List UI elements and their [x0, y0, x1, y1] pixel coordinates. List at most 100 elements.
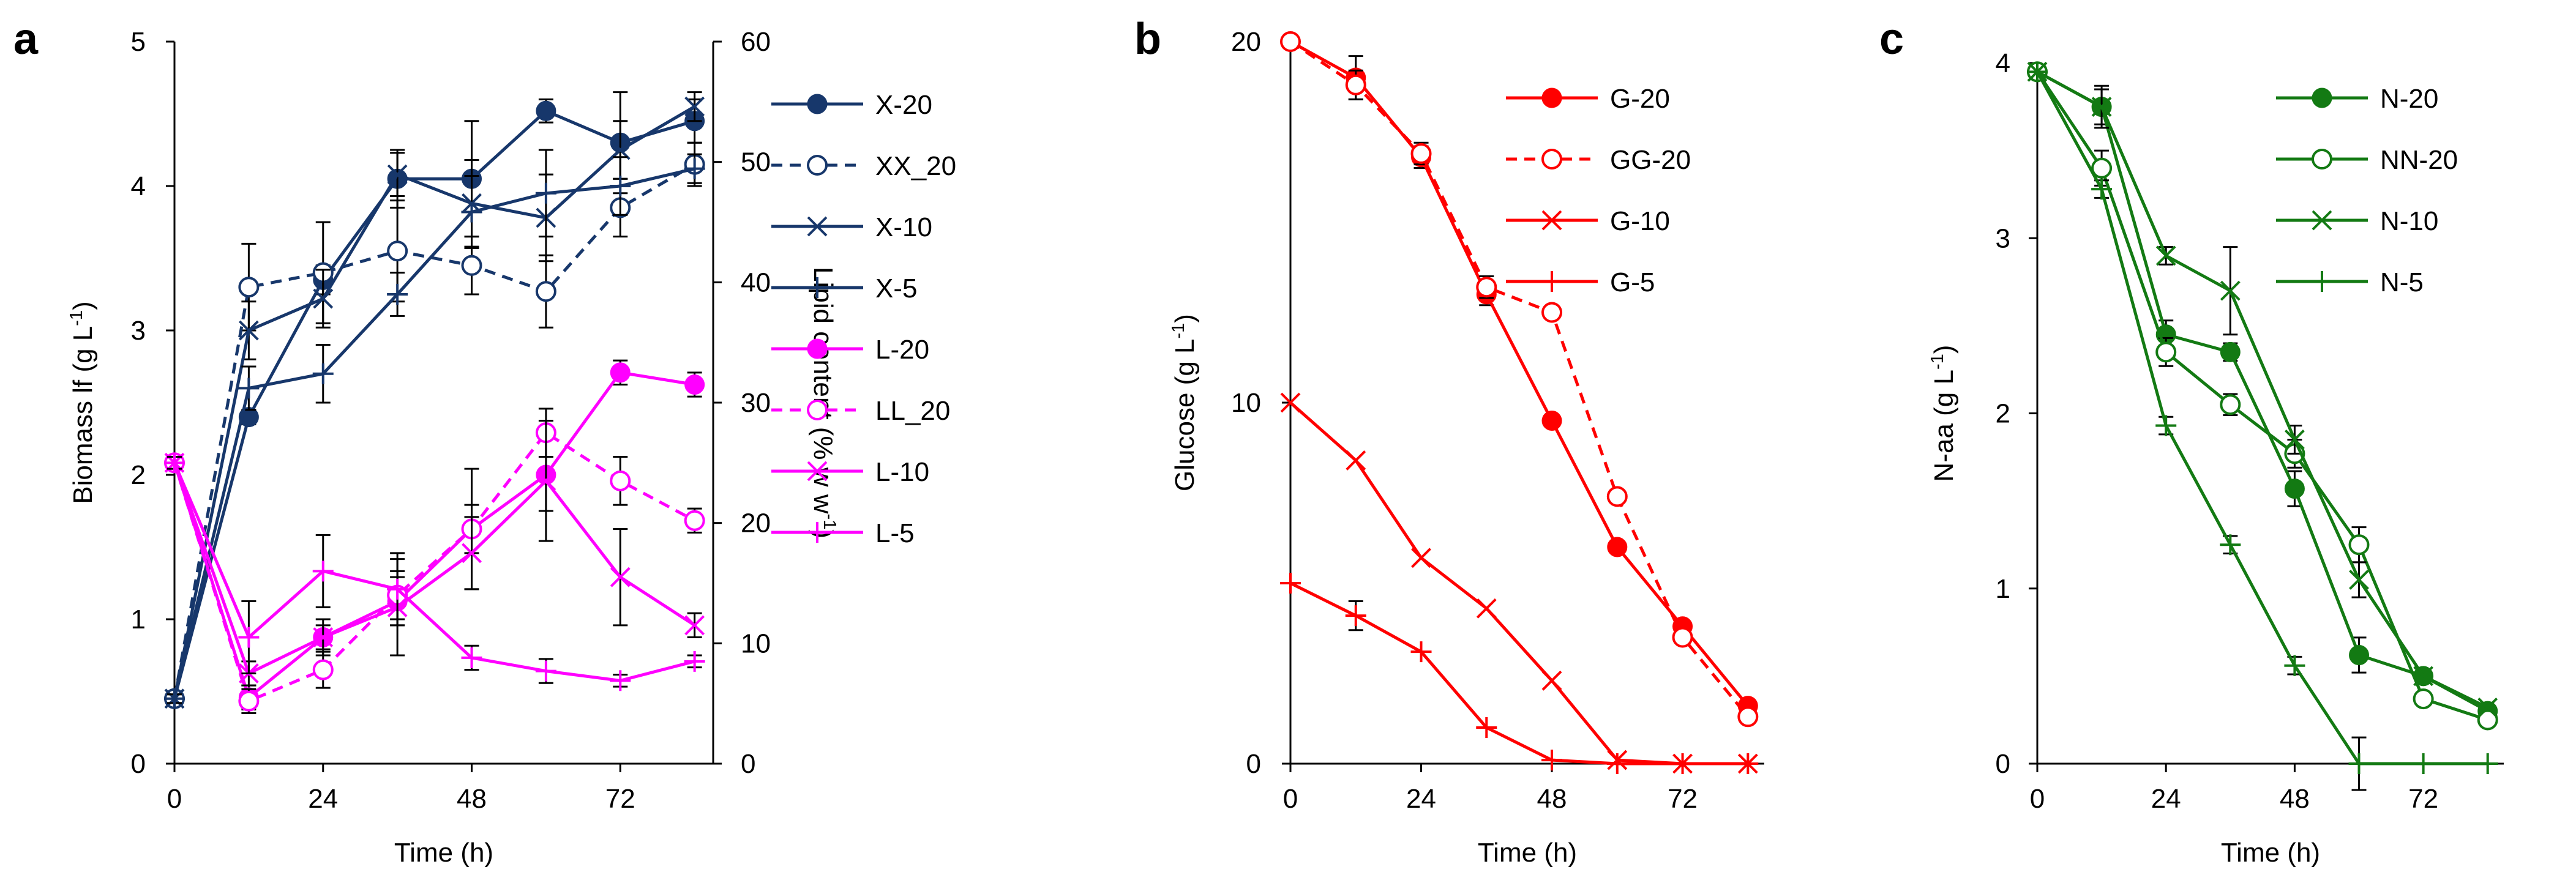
- series-line: [1289, 581, 1748, 765]
- y2-tick-label: 30: [741, 388, 771, 418]
- legend-label: X-20: [875, 90, 932, 120]
- x-axis-title: Time (h): [2221, 838, 2320, 868]
- data-point: [684, 374, 705, 395]
- series-line: [1289, 40, 1750, 707]
- data-point: [807, 461, 828, 482]
- y-tick-label: 10: [1231, 388, 1261, 418]
- data-point: [387, 578, 408, 600]
- series-line: [173, 109, 695, 699]
- data-point: [238, 277, 260, 298]
- legend-label: NN-20: [2380, 145, 2458, 175]
- series-line: [2035, 71, 2488, 765]
- data-point: [1606, 486, 1628, 507]
- data-point: [2312, 210, 2332, 231]
- data-point: [238, 378, 260, 399]
- data-point: [2312, 88, 2332, 108]
- y-tick-label: 3: [131, 316, 146, 346]
- data-point: [164, 452, 185, 474]
- data-point: [610, 470, 631, 491]
- x-tick-label: 72: [1668, 784, 1698, 814]
- y-tick-label: 4: [1996, 48, 2010, 78]
- data-point: [238, 690, 260, 712]
- data-point: [807, 277, 828, 298]
- series-L-10: [164, 420, 705, 687]
- x-tick-label: 48: [1537, 784, 1567, 814]
- x-tick-label: 0: [167, 784, 182, 814]
- data-point: [1346, 450, 1366, 471]
- data-point: [312, 659, 334, 680]
- data-point: [2027, 61, 2048, 83]
- data-point: [684, 615, 705, 636]
- chart-panel-b: b 0 24 48 72 0 10 20 Time (h) Glucose (g L-1) G-20…: [1134, 15, 1764, 868]
- data-point: [2091, 157, 2113, 179]
- data-point: [2284, 479, 2305, 499]
- legend-label: L-20: [875, 335, 929, 365]
- legend-label: G-10: [1610, 206, 1670, 236]
- data-point: [1541, 670, 1562, 691]
- y-tick-label: 3: [1996, 223, 2010, 253]
- series-X-5: [164, 149, 705, 709]
- data-point: [2477, 709, 2498, 731]
- legend-entry-N-20: N-20: [2276, 84, 2438, 114]
- data-point: [2477, 697, 2498, 718]
- legend-label: X-5: [875, 274, 917, 304]
- legend-label: LL_20: [875, 396, 950, 426]
- data-point: [387, 240, 408, 262]
- data-point: [2349, 645, 2370, 666]
- data-point: [2091, 97, 2112, 117]
- data-point: [2220, 341, 2241, 362]
- series-line: [173, 167, 695, 699]
- legend-entry-N-5: N-5: [2276, 267, 2424, 297]
- series-line: [173, 430, 695, 704]
- y2-tick-label: 50: [741, 147, 771, 177]
- data-point: [2349, 570, 2369, 590]
- data-point: [1345, 74, 1366, 95]
- data-point: [2348, 753, 2370, 774]
- data-point: [1476, 598, 1497, 619]
- y-tick-label: 5: [131, 27, 146, 57]
- chart-panel-c: c 0 24 48 72 0 1 2 3 4 Time (h) N-aa (g L-1) N-20 NN-…: [1879, 15, 2504, 868]
- series-G-10: [1280, 392, 1758, 774]
- data-point: [312, 561, 334, 582]
- y2-tick-label: 40: [741, 267, 771, 297]
- data-point: [2284, 430, 2305, 450]
- legend-label: N-20: [2380, 84, 2438, 114]
- data-point: [684, 158, 705, 179]
- data-point: [2155, 341, 2177, 363]
- data-point: [610, 567, 631, 587]
- data-point: [535, 281, 556, 302]
- data-point: [807, 338, 828, 359]
- data-point: [2155, 245, 2176, 266]
- data-point: [536, 100, 556, 121]
- data-point: [807, 522, 828, 543]
- data-point: [2091, 179, 2113, 200]
- data-point: [1737, 753, 1759, 774]
- y-axis-title: Glucose (g L-1): [1169, 314, 1200, 491]
- legend-label: N-10: [2380, 206, 2438, 236]
- series-line: [1289, 40, 1750, 718]
- data-point: [1541, 411, 1562, 431]
- data-point: [1411, 548, 1431, 568]
- data-point: [2413, 753, 2434, 774]
- data-point: [1476, 717, 1497, 738]
- data-point: [2348, 534, 2370, 556]
- x-tick-label: 24: [2151, 784, 2181, 814]
- legend-entry-GG-20: GG-20: [1506, 145, 1691, 175]
- legend-label: G-5: [1610, 267, 1655, 297]
- data-point: [2220, 280, 2241, 301]
- data-point: [2477, 753, 2498, 774]
- data-point: [610, 140, 631, 160]
- data-point: [461, 255, 482, 276]
- legend-entry-X-10: X-10: [771, 212, 932, 242]
- panel-label: c: [1879, 15, 1904, 64]
- data-point: [1541, 750, 1563, 771]
- x-axis-title: Time (h): [1478, 838, 1577, 868]
- series-X-20: [164, 91, 705, 709]
- series-N-5: [2027, 61, 2498, 791]
- data-point: [610, 362, 631, 383]
- data-point: [610, 670, 631, 691]
- data-point: [1541, 88, 1562, 108]
- y-tick-label: 0: [1246, 749, 1261, 779]
- data-point: [1541, 149, 1562, 169]
